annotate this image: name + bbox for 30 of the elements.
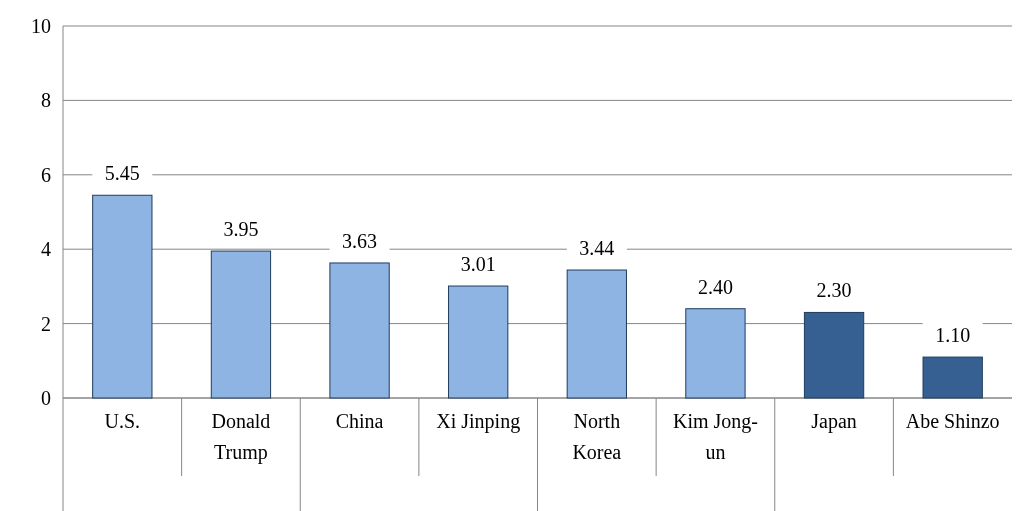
bar <box>448 285 509 399</box>
y-tick-label: 10 <box>31 15 51 37</box>
y-tick-label: 0 <box>41 387 51 409</box>
bar <box>922 356 983 399</box>
data-label: 3.63 <box>342 229 378 252</box>
bar <box>329 262 390 399</box>
data-label: 3.95 <box>223 218 259 241</box>
y-tick-label: 2 <box>41 312 51 335</box>
bar <box>566 269 627 399</box>
x-tick-label: Donald Trump <box>211 410 271 464</box>
y-tick-label: 8 <box>41 89 51 112</box>
x-tick-label: Xi Jinping <box>436 410 521 433</box>
data-label: 1.10 <box>935 324 971 347</box>
x-tick-label: Kim Jong-un <box>672 410 758 463</box>
x-tick-label: China <box>335 410 384 432</box>
x-tick-label: Abe Shinzo <box>905 410 1000 432</box>
bar <box>803 311 865 399</box>
x-tick-label: Japan <box>811 410 857 433</box>
bar <box>210 250 272 399</box>
y-tick-label: 6 <box>41 163 51 186</box>
data-label: 3.44 <box>579 237 615 260</box>
bar <box>685 308 746 399</box>
data-label: 2.40 <box>697 275 733 298</box>
y-tick-label: 4 <box>41 238 51 261</box>
data-label: 2.30 <box>816 279 852 302</box>
x-tick-label: North Korea <box>572 410 622 463</box>
bar <box>92 194 153 399</box>
data-label: 5.45 <box>104 162 140 185</box>
x-tick-label: U.S. <box>104 410 141 432</box>
data-label: 3.01 <box>460 253 496 276</box>
